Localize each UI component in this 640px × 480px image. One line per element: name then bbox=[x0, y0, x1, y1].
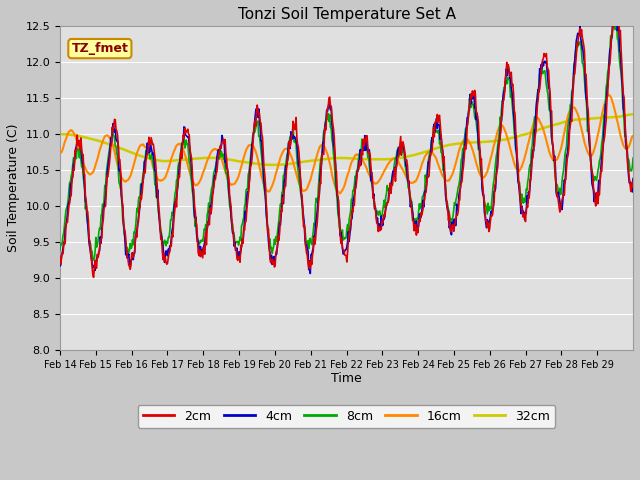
32cm bbox=[56, 132, 64, 137]
Line: 8cm: 8cm bbox=[60, 22, 633, 260]
2cm bbox=[438, 148, 446, 154]
8cm bbox=[438, 158, 446, 164]
8cm bbox=[56, 247, 64, 253]
4cm bbox=[629, 176, 637, 181]
Line: 2cm: 2cm bbox=[60, 7, 633, 277]
8cm bbox=[258, 154, 266, 160]
4cm bbox=[406, 204, 414, 210]
X-axis label: Time: Time bbox=[331, 372, 362, 385]
4cm bbox=[124, 255, 131, 261]
2cm bbox=[56, 254, 64, 260]
4cm bbox=[257, 138, 265, 144]
Line: 32cm: 32cm bbox=[60, 114, 633, 165]
32cm bbox=[271, 162, 278, 168]
16cm bbox=[279, 149, 287, 155]
2cm bbox=[614, 4, 622, 10]
2cm bbox=[90, 275, 97, 280]
4cm bbox=[307, 271, 314, 276]
32cm bbox=[257, 161, 265, 167]
Line: 16cm: 16cm bbox=[60, 95, 633, 193]
Text: TZ_fmet: TZ_fmet bbox=[72, 42, 128, 55]
8cm bbox=[280, 173, 287, 179]
32cm bbox=[228, 157, 236, 163]
Line: 4cm: 4cm bbox=[60, 13, 633, 274]
Y-axis label: Soil Temperature (C): Soil Temperature (C) bbox=[7, 124, 20, 252]
8cm bbox=[230, 229, 237, 235]
8cm bbox=[629, 155, 637, 161]
8cm bbox=[406, 194, 414, 200]
8cm bbox=[124, 247, 132, 253]
2cm bbox=[124, 256, 132, 262]
32cm bbox=[629, 111, 637, 117]
2cm bbox=[280, 199, 287, 204]
16cm bbox=[337, 191, 344, 196]
2cm bbox=[629, 184, 637, 190]
16cm bbox=[406, 180, 414, 186]
4cm bbox=[228, 230, 236, 236]
8cm bbox=[89, 257, 97, 263]
16cm bbox=[56, 150, 64, 156]
Legend: 2cm, 4cm, 8cm, 16cm, 32cm: 2cm, 4cm, 8cm, 16cm, 32cm bbox=[138, 405, 555, 428]
Title: Tonzi Soil Temperature Set A: Tonzi Soil Temperature Set A bbox=[237, 7, 456, 22]
4cm bbox=[438, 146, 446, 152]
4cm bbox=[279, 192, 287, 198]
32cm bbox=[124, 148, 131, 154]
16cm bbox=[124, 178, 131, 183]
16cm bbox=[228, 181, 236, 187]
16cm bbox=[605, 92, 612, 98]
2cm bbox=[230, 228, 237, 234]
4cm bbox=[611, 10, 618, 16]
4cm bbox=[56, 263, 64, 269]
2cm bbox=[258, 131, 266, 137]
32cm bbox=[406, 153, 414, 159]
16cm bbox=[629, 133, 637, 139]
2cm bbox=[406, 197, 414, 203]
16cm bbox=[257, 171, 265, 177]
32cm bbox=[438, 144, 446, 149]
8cm bbox=[611, 19, 618, 25]
16cm bbox=[438, 173, 446, 179]
32cm bbox=[280, 162, 287, 168]
